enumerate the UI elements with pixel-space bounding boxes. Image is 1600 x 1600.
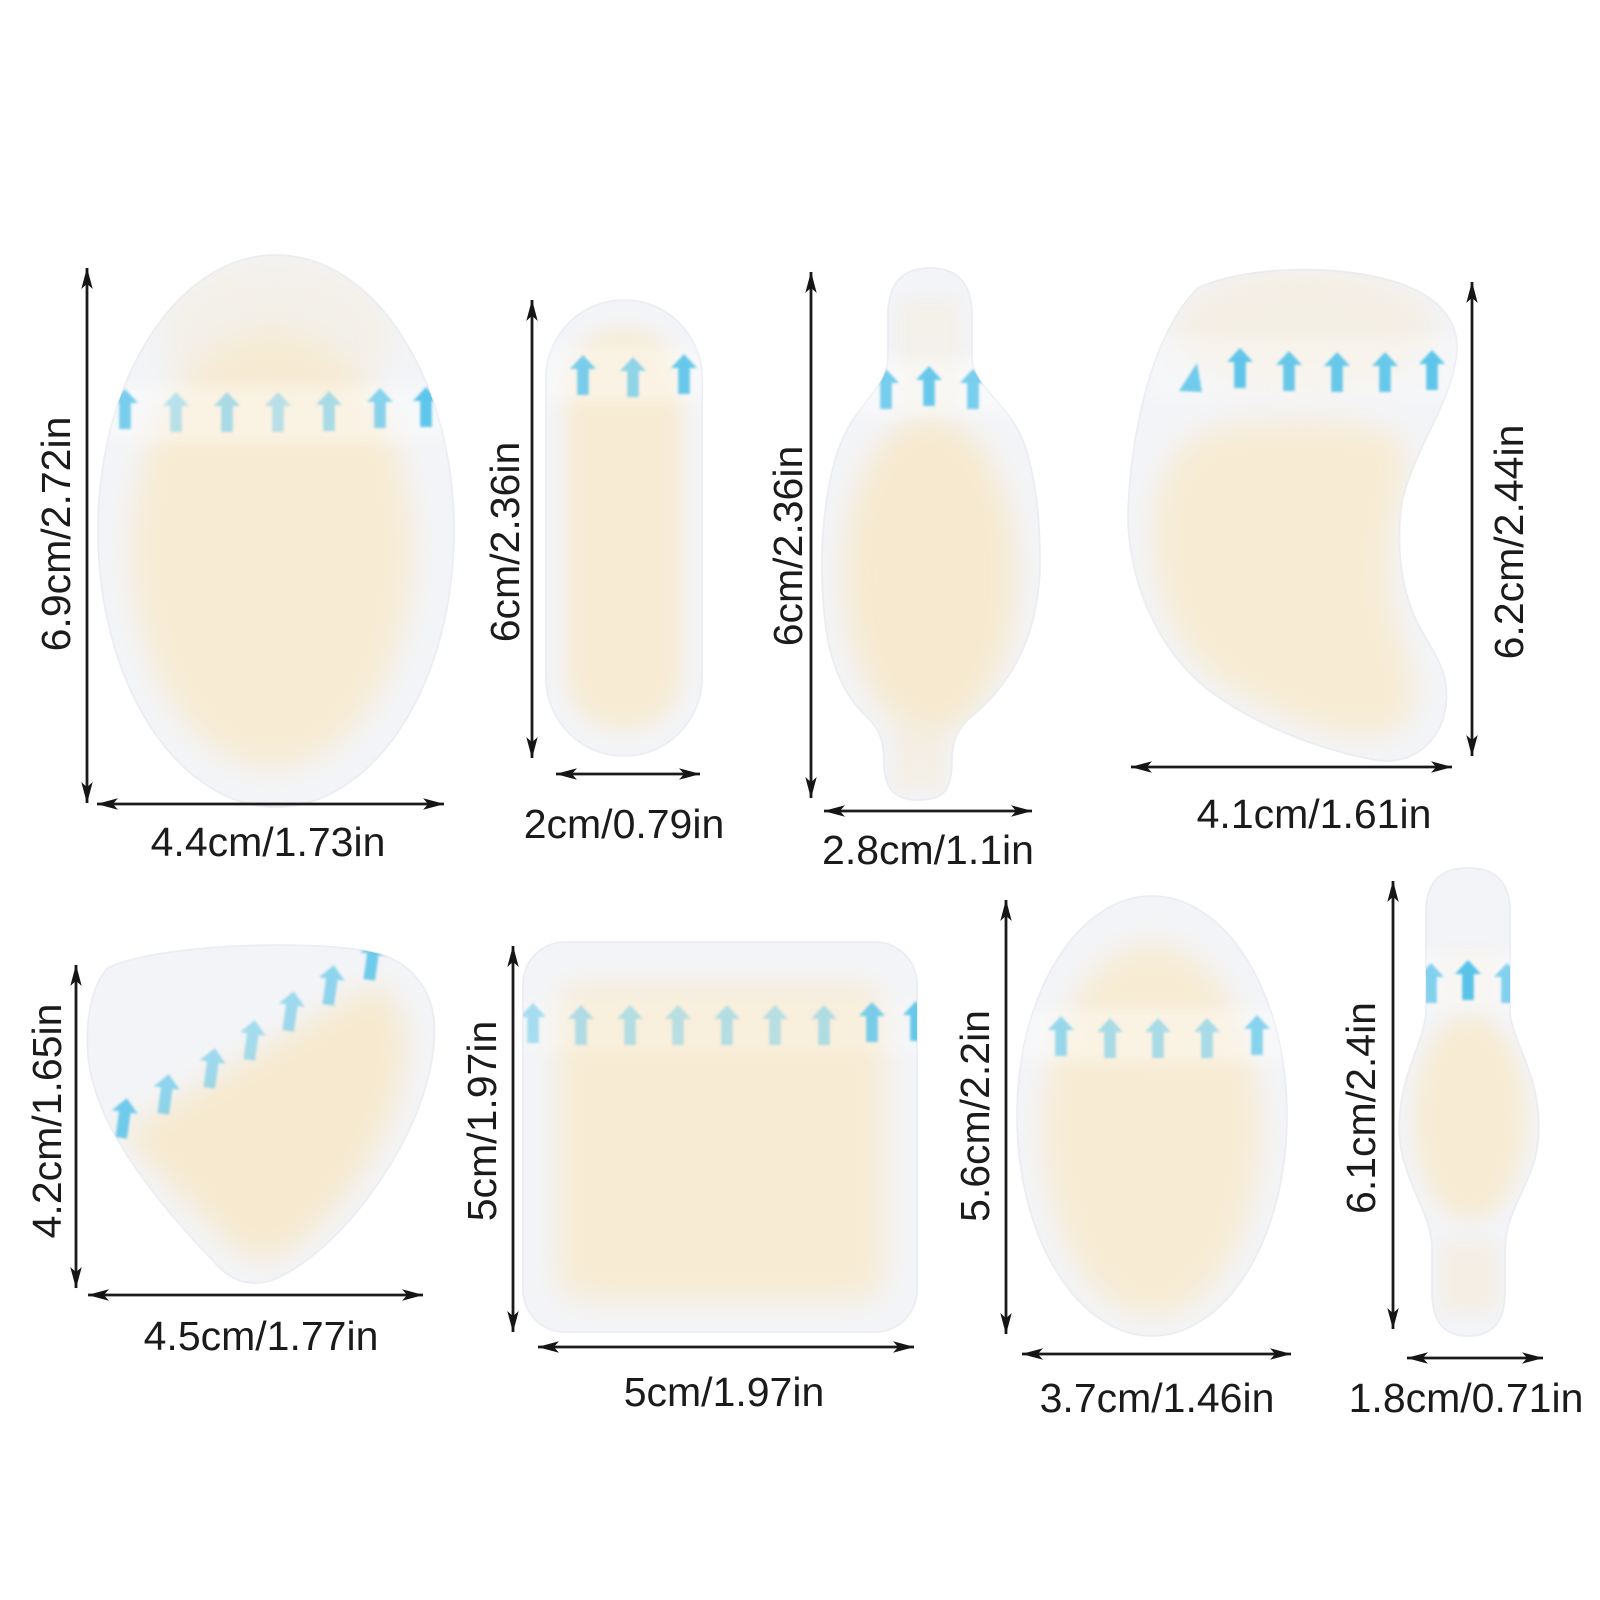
svg-text:4.1cm/1.61in: 4.1cm/1.61in	[1197, 791, 1432, 837]
svg-text:3.7cm/1.46in: 3.7cm/1.46in	[1040, 1375, 1275, 1421]
svg-text:5cm/1.97in: 5cm/1.97in	[624, 1369, 825, 1415]
svg-text:6.1cm/2.4in: 6.1cm/2.4in	[1338, 1002, 1384, 1214]
svg-text:5cm/1.97in: 5cm/1.97in	[459, 1021, 505, 1222]
svg-text:6.2cm/2.44in: 6.2cm/2.44in	[1486, 425, 1532, 660]
svg-text:4.2cm/1.65in: 4.2cm/1.65in	[24, 1004, 70, 1239]
svg-text:6.9cm/2.72in: 6.9cm/2.72in	[33, 417, 79, 652]
svg-text:5.6cm/2.2in: 5.6cm/2.2in	[952, 1010, 998, 1222]
svg-text:4.5cm/1.77in: 4.5cm/1.77in	[144, 1313, 379, 1359]
svg-text:6cm/2.36in: 6cm/2.36in	[765, 446, 811, 647]
svg-text:2.8cm/1.1in: 2.8cm/1.1in	[822, 827, 1034, 873]
svg-text:1.8cm/0.71in: 1.8cm/0.71in	[1349, 1375, 1584, 1421]
svg-text:6cm/2.36in: 6cm/2.36in	[482, 442, 528, 643]
svg-text:2cm/0.79in: 2cm/0.79in	[524, 801, 725, 847]
svg-text:4.4cm/1.73in: 4.4cm/1.73in	[151, 819, 386, 865]
